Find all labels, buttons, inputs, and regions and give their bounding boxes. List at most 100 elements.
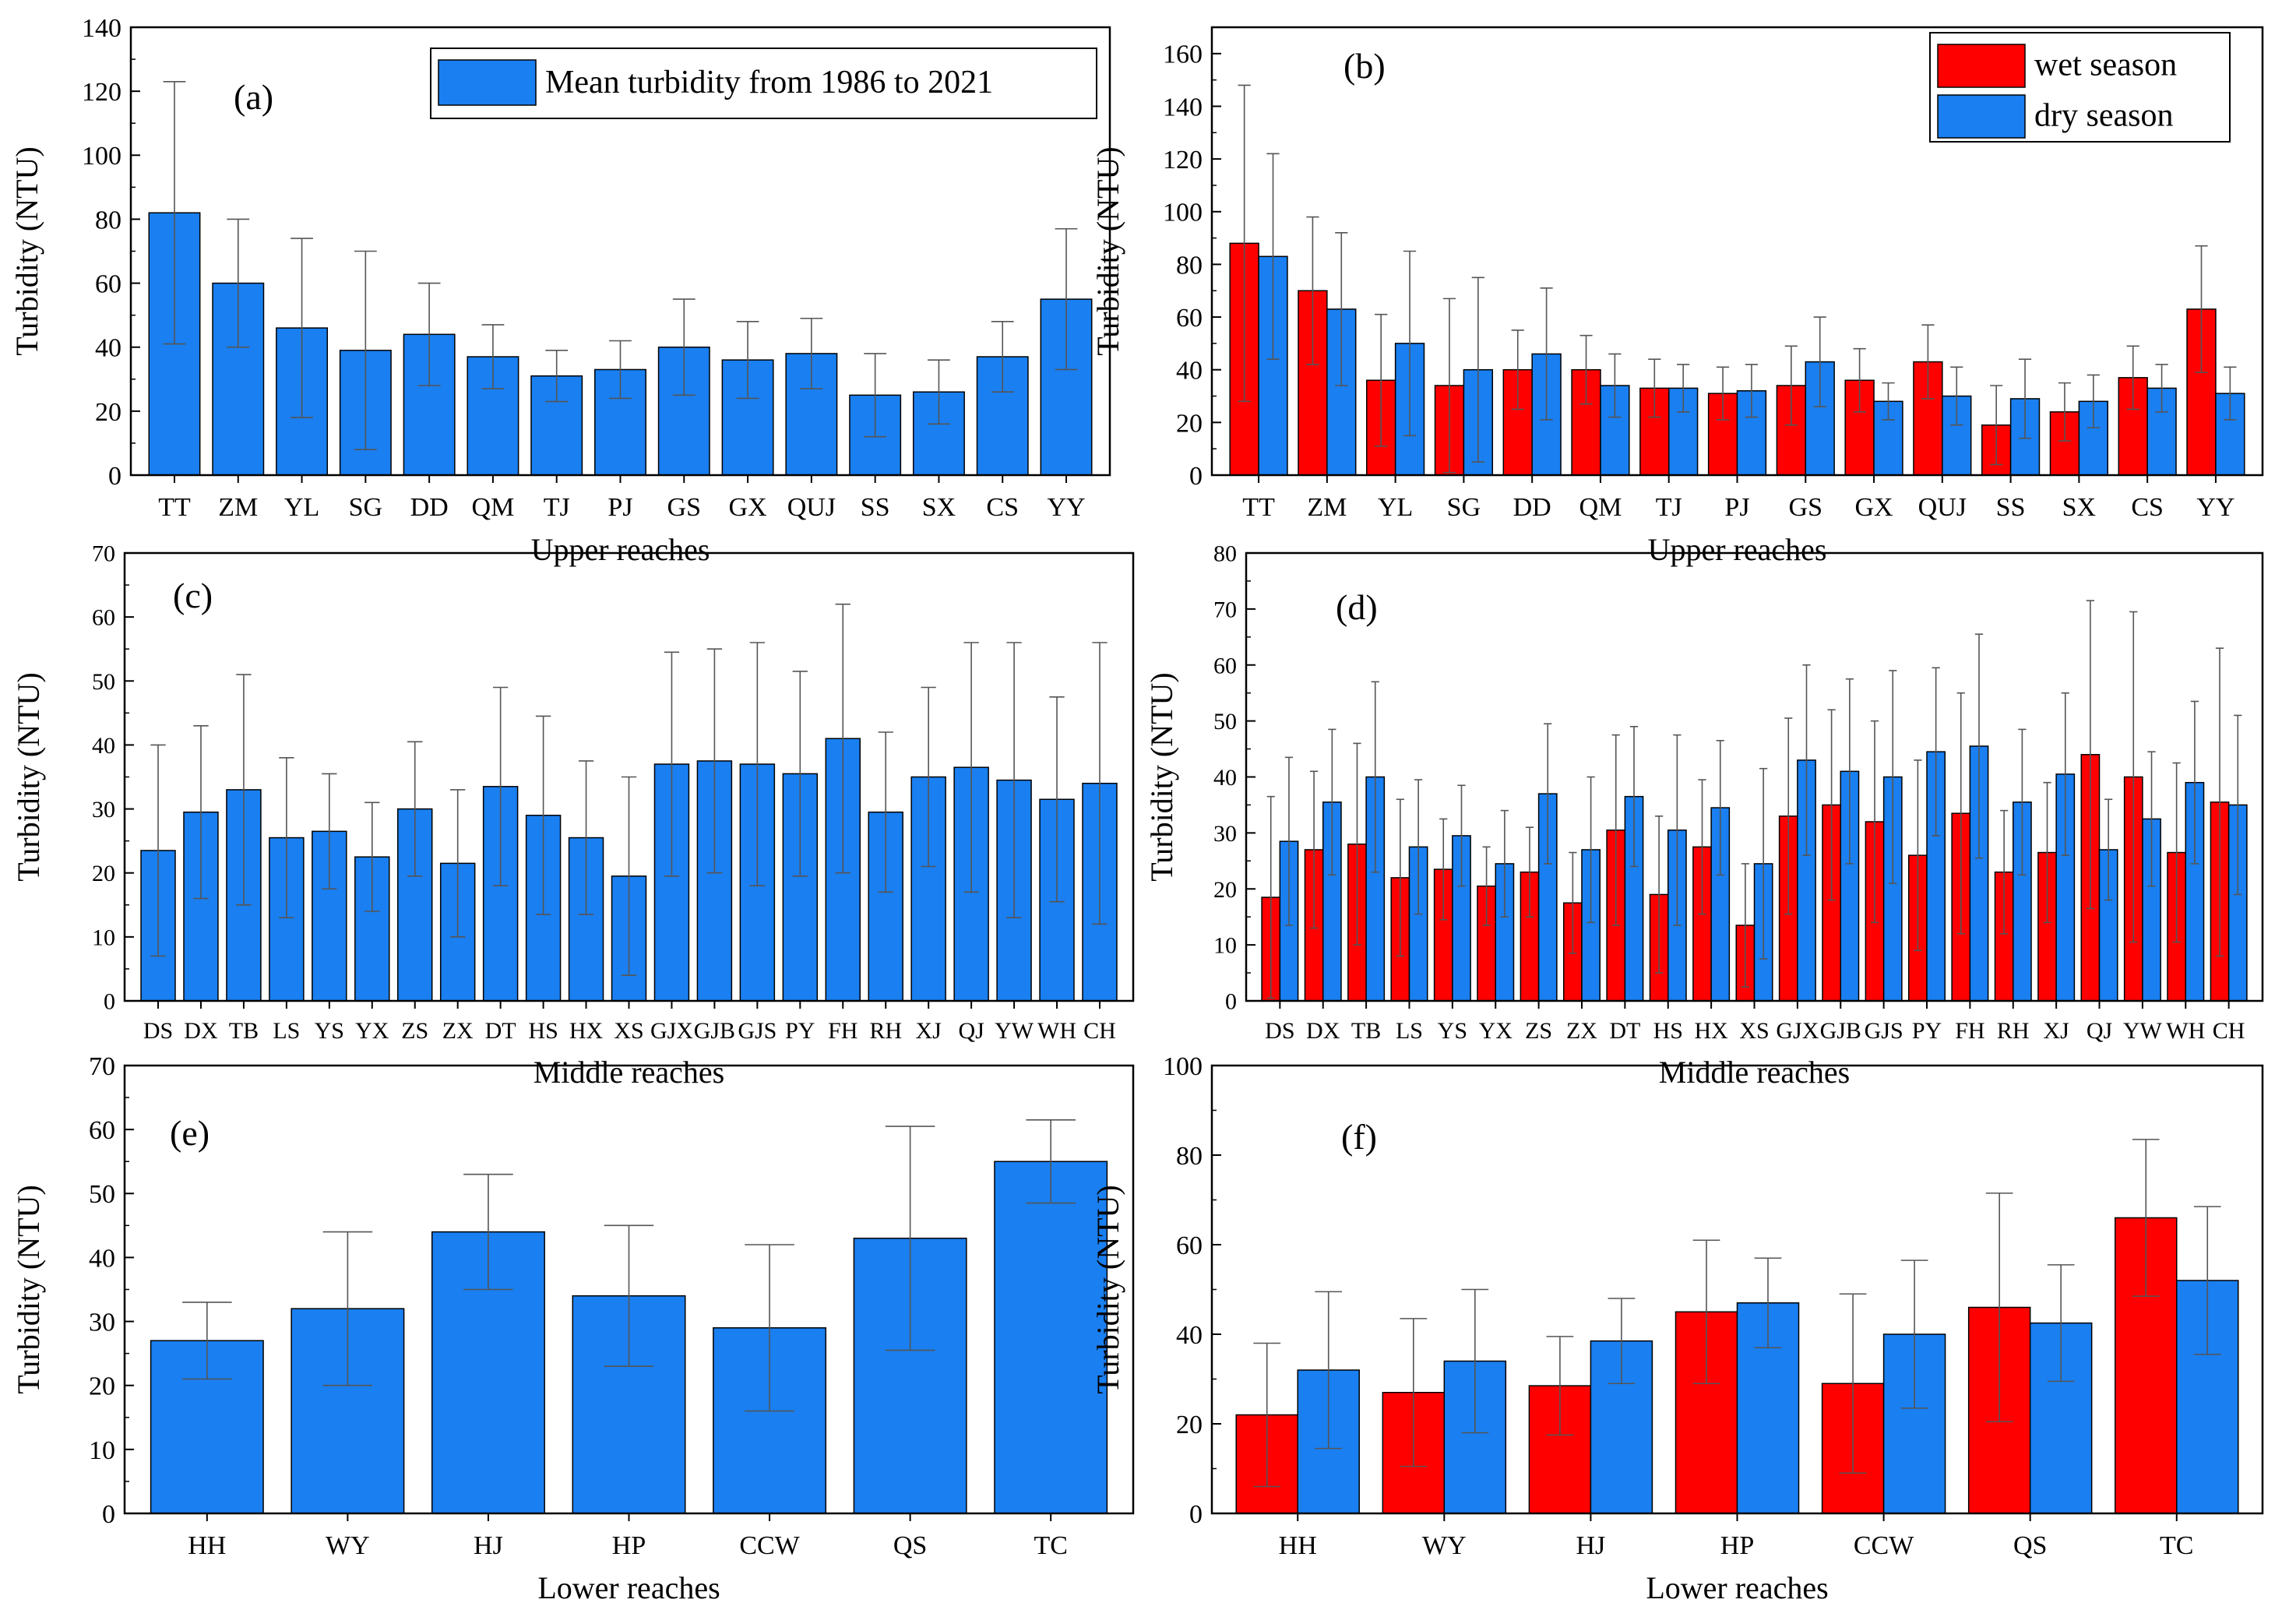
x-tick-label-tj: TJ — [1656, 493, 1682, 522]
error-bar-d-0-9 — [1654, 816, 1664, 974]
y-tick-label: 120 — [1163, 146, 1203, 174]
y-tick-label: 10 — [89, 1436, 115, 1465]
x-tick-label-yl: YL — [284, 493, 319, 522]
error-bar-f-0-3 — [1692, 1239, 1720, 1385]
error-bar-d-0-4 — [1439, 818, 1448, 921]
x-tick-label-tc: TC — [2160, 1531, 2193, 1560]
error-bar-d-0-11 — [1741, 863, 1749, 988]
error-bar-b-1-12 — [2087, 374, 2100, 428]
error-bar-c-0-4 — [322, 773, 337, 890]
x-tick-label-dd: DD — [1513, 493, 1551, 522]
x-tick-label-qs: QS — [2013, 1531, 2047, 1560]
y-tick-label: 20 — [95, 398, 121, 427]
error-bar-d-1-9 — [1673, 734, 1682, 926]
x-tick-label-sg: SG — [349, 493, 382, 522]
error-bar-c-0-15 — [792, 671, 808, 877]
x-tick-label-zx: ZX — [1566, 1018, 1597, 1044]
x-tick-label-pj: PJ — [607, 493, 632, 522]
error-bar-e-0-2 — [463, 1173, 513, 1291]
error-bar-b-1-9 — [1882, 382, 1895, 421]
error-bar-d-0-21 — [2172, 762, 2181, 943]
error-bar-b-1-1 — [1335, 232, 1348, 386]
x-tick-label-ys: YS — [315, 1018, 344, 1044]
panel-label-a: (a) — [234, 77, 273, 117]
error-bar-d-1-8 — [1629, 726, 1639, 868]
x-tick-label-hh: HH — [1279, 1531, 1317, 1560]
x-tick-label-tc: TC — [1034, 1531, 1067, 1560]
error-bar-a-0-10 — [800, 317, 823, 389]
legend-swatch-0 — [1937, 44, 2026, 88]
x-tick-label-gjs: GJS — [738, 1018, 777, 1044]
error-bar-d-0-17 — [2000, 809, 2009, 935]
x-tick-label-wy: WY — [326, 1531, 370, 1560]
error-bar-b-1-7 — [1745, 364, 1759, 418]
error-bar-e-0-5 — [885, 1126, 935, 1351]
x-tick-label-ds: DS — [143, 1018, 173, 1044]
x-tick-label-yy: YY — [1047, 493, 1085, 522]
panel-label-c: (c) — [173, 576, 213, 615]
x-tick-label-zx: ZX — [442, 1018, 474, 1044]
y-tick-label: 80 — [1176, 1142, 1203, 1171]
legend-label-0: wet season — [2034, 48, 2177, 83]
error-bar-b-0-8 — [1784, 345, 1798, 426]
error-bar-d-1-15 — [1932, 667, 1940, 837]
y-tick-label: 60 — [1176, 1231, 1203, 1260]
y-tick-label: 140 — [1163, 93, 1203, 122]
error-bar-d-1-16 — [1974, 633, 1984, 859]
x-tick-label-gx: GX — [1854, 493, 1893, 522]
x-tick-label-wh: WH — [1037, 1018, 1076, 1044]
x-tick-label-py: PY — [785, 1018, 815, 1044]
x-tick-label-quj: QUJ — [787, 493, 836, 522]
error-bar-c-0-7 — [450, 789, 466, 938]
x-tick-label-ccw: CCW — [739, 1531, 800, 1560]
x-tick-label-hs: HS — [528, 1018, 558, 1044]
x-tick-label-ls: LS — [273, 1018, 300, 1044]
error-bar-f-0-1 — [1400, 1318, 1428, 1467]
error-bar-b-1-4 — [1540, 287, 1553, 421]
y-tick-label: 20 — [1176, 1411, 1203, 1439]
legend-label-1: dry season — [2034, 98, 2173, 134]
x-tick-label-fh: FH — [1955, 1018, 1984, 1044]
y-tick-label: 70 — [89, 1052, 115, 1081]
x-tick-label-cs: CS — [2131, 493, 2164, 522]
x-tick-label-fh: FH — [828, 1018, 858, 1044]
error-bar-f-1-2 — [1608, 1298, 1636, 1385]
x-tick-label-rh: RH — [1997, 1018, 2030, 1044]
error-bar-b-1-6 — [1677, 364, 1690, 413]
x-tick-label-zs: ZS — [1525, 1018, 1552, 1044]
error-bar-f-0-5 — [1985, 1192, 2013, 1422]
x-tick-label-qj: QJ — [2087, 1018, 2113, 1044]
error-bar-c-0-19 — [963, 642, 979, 893]
x-tick-label-zs: ZS — [401, 1018, 428, 1044]
x-axis-title: Upper reaches — [531, 532, 710, 567]
error-bar-c-0-14 — [749, 642, 766, 886]
error-bar-a-0-8 — [672, 298, 696, 396]
error-bar-d-1-11 — [1759, 767, 1768, 960]
x-tick-label-tb: TB — [229, 1018, 259, 1044]
y-tick-label: 30 — [1213, 821, 1237, 847]
error-bar-b-0-10 — [1921, 324, 1935, 400]
x-tick-label-sx: SX — [2062, 493, 2096, 522]
error-bar-d-1-14 — [1889, 670, 1897, 884]
error-bar-e-0-3 — [604, 1224, 654, 1367]
error-bar-d-0-5 — [1482, 846, 1491, 926]
x-tick-label-zm: ZM — [218, 493, 258, 522]
y-tick-label: 60 — [89, 1116, 115, 1145]
legend-box — [430, 48, 1097, 119]
x-tick-label-tt: TT — [158, 493, 191, 522]
x-tick-label-gjb: GJB — [694, 1018, 735, 1044]
error-bar-e-0-6 — [1026, 1119, 1076, 1204]
y-tick-label: 10 — [92, 925, 115, 950]
x-axis-title: Lower reaches — [537, 1570, 720, 1605]
y-tick-label: 100 — [1163, 1052, 1203, 1081]
error-bar-b-0-5 — [1579, 334, 1593, 405]
error-bar-b-1-2 — [1403, 250, 1417, 437]
error-bar-b-1-13 — [2155, 364, 2168, 413]
x-tick-label-dt: DT — [1609, 1018, 1640, 1044]
error-bar-a-0-9 — [736, 321, 759, 400]
x-tick-label-xs: XS — [1739, 1018, 1769, 1044]
y-axis-title: Turbidity (NTU) — [1090, 146, 1125, 356]
error-bar-c-0-8 — [492, 686, 509, 886]
x-tick-label-yw: YW — [995, 1018, 1034, 1044]
